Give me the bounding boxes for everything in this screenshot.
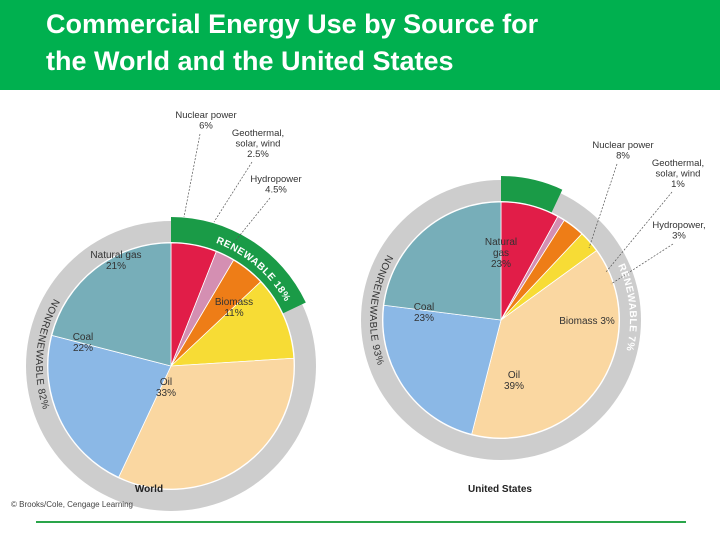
world-leader-hydropower [235, 197, 271, 241]
world-label-oil: Oil 33% [156, 377, 176, 399]
figure-panel: Nuclear power 6% Geothermal, solar, wind 2.5… [6, 100, 715, 514]
world-label-nuclear-power: Nuclear power 6% [175, 110, 236, 132]
us-slice-natural-gas [383, 201, 502, 321]
credit-text: © Brooks/Cole, Cengage Learning [11, 500, 133, 509]
world-leader-geothermal-solar-wind [213, 161, 253, 223]
us-label-coal: Coal 23% [414, 302, 435, 324]
world-label-coal: Coal 22% [73, 332, 94, 354]
title-line-1: Commercial Energy Use by Source for [46, 9, 539, 39]
us-label-geothermal-solar-wind: Geothermal, solar, wind 1% [652, 158, 704, 190]
world-slice-biomass [169, 281, 295, 367]
world-slice-oil [118, 357, 295, 490]
us-label-natural-gas: Natural gas 23% [485, 237, 517, 270]
world-label-biomass: Biomass 11% [215, 297, 253, 319]
pie-charts-svg: Nuclear power 6%Geothermal, solar, wind 2.5… [11, 110, 706, 511]
world-chart-title: World [135, 484, 163, 495]
us-leader-nuclear-power [588, 163, 618, 249]
world-renewable-band [171, 217, 306, 314]
page-title: Commercial Energy Use by Source for the … [46, 6, 706, 80]
us-slice-coal [382, 304, 502, 435]
us-renewable-band [501, 176, 563, 213]
world-label-hydropower: Hydropower 4.5% [250, 174, 301, 196]
title-bar: Commercial Energy Use by Source for the … [0, 0, 720, 90]
world-leader-nuclear-power [183, 133, 201, 218]
world-label-geothermal-solar-wind: Geothermal, solar, wind 2.5% [232, 128, 284, 160]
us-chart-title: United States [468, 484, 532, 495]
us-label-hydropower: Hydropower, 3% [652, 220, 705, 242]
world-label-natural-gas: Natural gas 21% [90, 250, 141, 272]
world-slice-natural-gas [51, 242, 172, 367]
world-slice-coal [47, 334, 172, 478]
us-label-oil: Oil 39% [504, 370, 524, 392]
footer-line [36, 521, 686, 523]
us-label-biomass: Biomass 3% [559, 316, 615, 327]
title-line-2: the World and the United States [46, 46, 454, 76]
us-leader-hydropower [610, 243, 674, 285]
us-label-nuclear-power: Nuclear power 8% [592, 140, 653, 162]
us-leader-geothermal-solar-wind [605, 191, 673, 273]
